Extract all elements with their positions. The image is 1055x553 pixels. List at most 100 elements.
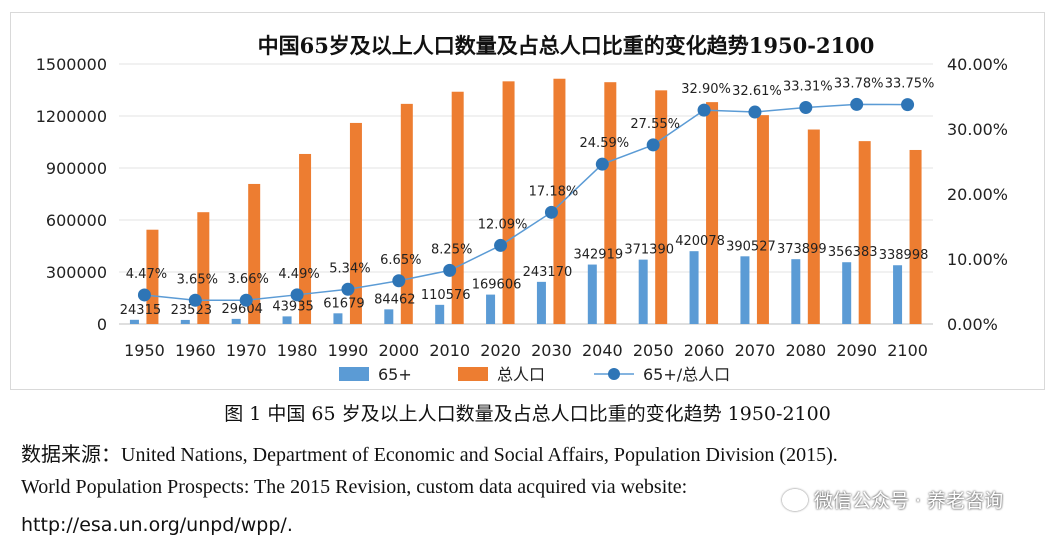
bar-total-population xyxy=(553,78,566,324)
x-tick-label: 2070 xyxy=(735,341,776,360)
bar-65plus-value-label: 356383 xyxy=(828,245,878,260)
bar-65plus-value-label: 420078 xyxy=(675,234,725,249)
ratio-point xyxy=(646,138,660,152)
bar-total-population xyxy=(400,103,413,324)
bar-total-population xyxy=(502,81,515,324)
bar-65plus-value-label: 24315 xyxy=(120,303,161,318)
ratio-value-label: 32.90% xyxy=(681,82,731,97)
ratio-point xyxy=(697,103,711,117)
bar-total-population xyxy=(451,91,464,324)
source-url-link[interactable]: http://esa.un.org/unpd/wpp/. xyxy=(21,514,293,536)
bar-total-population xyxy=(349,122,362,324)
ratio-value-label: 12.09% xyxy=(478,217,528,232)
bar-total-population xyxy=(909,149,922,324)
bar-total-population xyxy=(756,115,769,324)
ratio-point xyxy=(494,238,508,252)
bar-total-population xyxy=(858,141,871,324)
bar-65plus-value-label: 390527 xyxy=(726,239,776,254)
ratio-value-label: 24.59% xyxy=(580,136,630,151)
x-tick-label: 1980 xyxy=(277,341,318,360)
ratio-point xyxy=(137,288,151,302)
bar-total-population xyxy=(299,153,312,324)
bar-65plus-value-label: 61679 xyxy=(323,296,364,311)
ratio-point xyxy=(544,205,558,219)
ratio-point xyxy=(341,282,355,296)
y-left-tick-label: 0 xyxy=(97,315,107,334)
y-left-tick-label: 1500000 xyxy=(36,55,107,74)
x-tick-label: 1990 xyxy=(328,341,369,360)
x-tick-label: 1960 xyxy=(175,341,216,360)
ratio-point xyxy=(748,105,762,119)
ratio-point xyxy=(443,263,457,277)
bar-65plus-value-label: 169606 xyxy=(472,278,522,293)
bar-total-population xyxy=(604,82,617,324)
ratio-value-label: 33.78% xyxy=(834,76,884,91)
bar-65plus xyxy=(231,318,241,324)
bar-65plus xyxy=(893,265,903,324)
bar-65plus-value-label: 29604 xyxy=(222,302,263,317)
y-right-tick-label: 30.00% xyxy=(947,120,1008,139)
ratio-point xyxy=(799,100,813,114)
bar-65plus-value-label: 338998 xyxy=(879,248,929,263)
chart-title: 中国65岁及以上人口数量及占总人口比重的变化趋势1950-2100 xyxy=(258,33,875,58)
bar-65plus xyxy=(689,251,699,324)
chart-svg: 中国65岁及以上人口数量及占总人口比重的变化趋势1950-2100 0 300000… xyxy=(36,33,1008,384)
source-line-1: 数据来源：United Nations, Department of Econo… xyxy=(21,444,838,466)
bar-65plus xyxy=(384,309,394,324)
bar-65plus-value-label: 110576 xyxy=(421,288,471,303)
x-tick-label: 1970 xyxy=(226,341,267,360)
y-left-tick-label: 900000 xyxy=(46,159,107,178)
watermark-text: 微信公众号 · 养老咨询 xyxy=(814,490,1004,512)
ratio-value-label: 27.55% xyxy=(630,117,680,132)
bar-65plus-value-label: 342919 xyxy=(573,248,623,263)
bar-65plus-value-label: 43935 xyxy=(272,299,313,314)
x-tick-label: 2090 xyxy=(836,341,877,360)
bar-65plus xyxy=(587,264,597,324)
y-left-tick-label: 300000 xyxy=(46,263,107,282)
watermark: 微信公众号 · 养老咨询 xyxy=(782,486,1003,513)
x-tick-label: 2080 xyxy=(785,341,826,360)
y-right-tick-label: 10.00% xyxy=(947,250,1008,269)
ratio-point xyxy=(392,274,406,288)
legend-label-ratio: 65+/总人口 xyxy=(643,365,730,384)
bar-65plus-value-label: 373899 xyxy=(777,242,827,257)
x-tick-label: 2020 xyxy=(480,341,521,360)
bar-65plus-value-label: 23523 xyxy=(171,303,212,318)
ratio-value-label: 33.75% xyxy=(885,77,935,92)
bar-65plus-value-label: 243170 xyxy=(523,265,573,280)
ratio-value-label: 4.47% xyxy=(126,267,167,282)
bar-total-population xyxy=(248,183,261,324)
bar-total-population xyxy=(146,229,159,324)
ratio-value-label: 4.49% xyxy=(278,267,319,282)
bar-65plus xyxy=(536,281,546,324)
bar-65plus-value-label: 371390 xyxy=(624,243,674,258)
x-tick-label: 2040 xyxy=(582,341,623,360)
x-tick-label: 2000 xyxy=(378,341,419,360)
bar-total-population xyxy=(197,212,210,324)
y-right-tick-label: 20.00% xyxy=(947,185,1008,204)
bar-65plus xyxy=(842,262,852,324)
ratio-line xyxy=(144,103,908,302)
ratio-value-label: 3.65% xyxy=(177,272,218,287)
ratio-point xyxy=(595,157,609,171)
ratio-point xyxy=(188,293,202,307)
bar-65plus xyxy=(333,313,343,324)
ratio-point xyxy=(850,97,864,111)
legend-swatch-65plus xyxy=(339,367,369,381)
ratio-value-label: 33.31% xyxy=(783,79,833,94)
bar-65plus xyxy=(486,294,496,324)
bar-65plus xyxy=(791,259,801,324)
x-tick-label: 2030 xyxy=(531,341,572,360)
ratio-point xyxy=(901,98,915,112)
ratio-value-label: 17.18% xyxy=(529,184,579,199)
legend-label-65plus: 65+ xyxy=(378,365,412,384)
x-tick-label: 2100 xyxy=(887,341,928,360)
bar-total-population xyxy=(807,129,820,324)
bar-65plus xyxy=(638,259,648,324)
ratio-point xyxy=(239,293,253,307)
y-right-tick-label: 0.00% xyxy=(947,315,998,334)
bar-65plus xyxy=(740,256,750,324)
bar-65plus xyxy=(129,319,139,324)
y-right-tick-label: 40.00% xyxy=(947,55,1008,74)
chart-frame: 中国65岁及以上人口数量及占总人口比重的变化趋势1950-2100 0 300000… xyxy=(10,12,1045,390)
